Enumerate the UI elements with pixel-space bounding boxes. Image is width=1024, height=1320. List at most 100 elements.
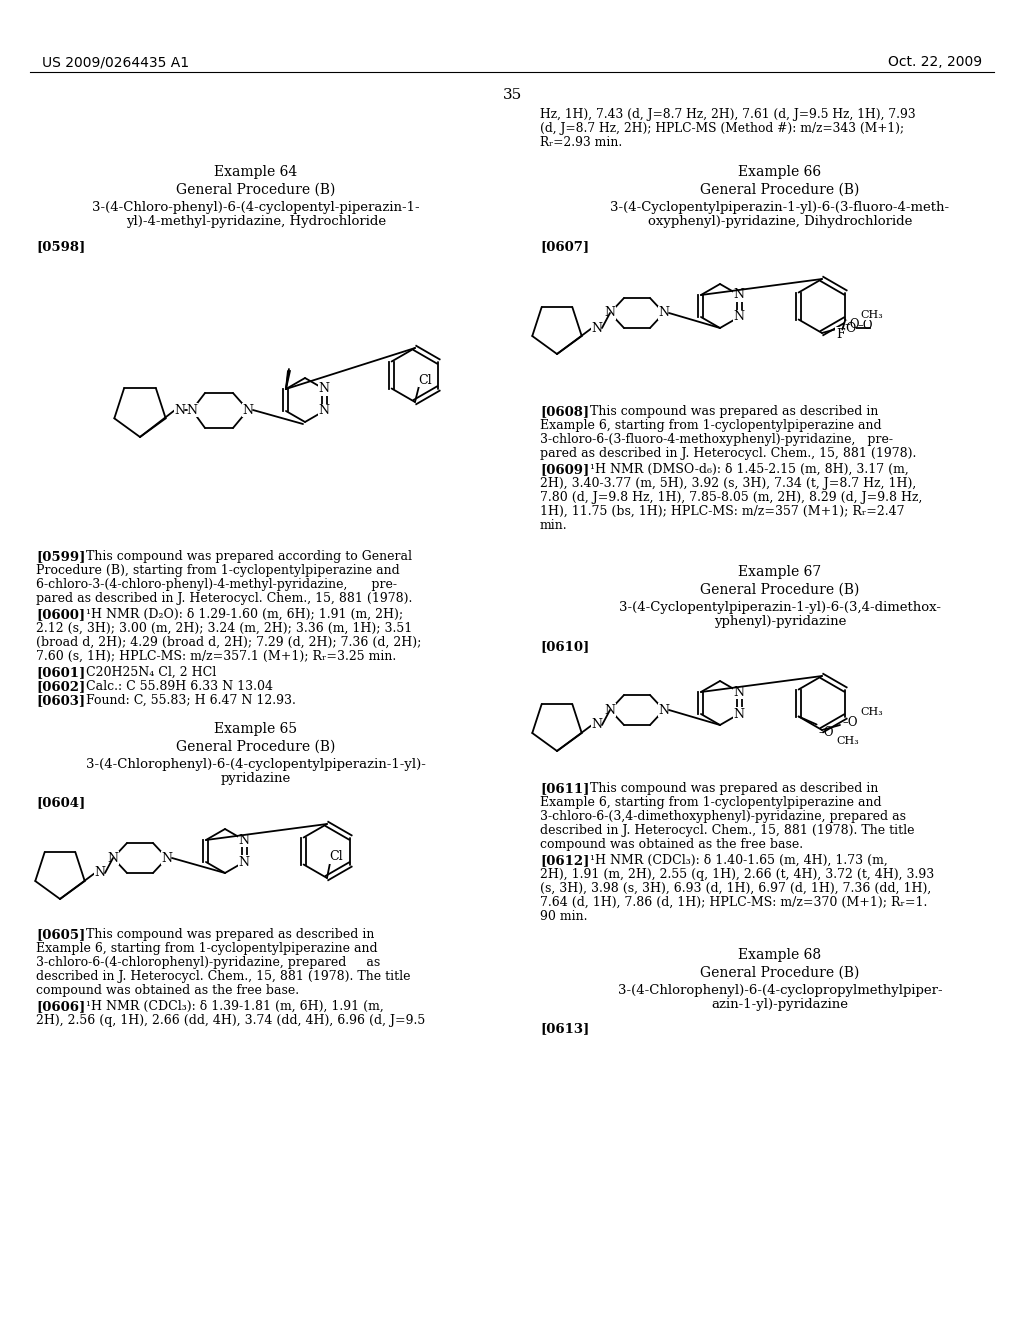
Text: (d, J=8.7 Hz, 2H); HPLC-MS (Method #): m/z=343 (M+1);: (d, J=8.7 Hz, 2H); HPLC-MS (Method #): m… [540, 121, 904, 135]
Text: [0608]: [0608] [540, 405, 589, 418]
Text: –O: –O [842, 715, 857, 729]
Text: [0602]: [0602] [36, 680, 85, 693]
Text: 2H), 2.56 (q, 1H), 2.66 (dd, 4H), 3.74 (dd, 4H), 6.96 (d, J=9.5: 2H), 2.56 (q, 1H), 2.66 (dd, 4H), 3.74 (… [36, 1014, 425, 1027]
Text: N: N [239, 855, 250, 869]
Text: [0603]: [0603] [36, 694, 85, 708]
Text: Example 66: Example 66 [738, 165, 821, 180]
Text: described in J. Heterocycl. Chem., 15, 881 (1978). The title: described in J. Heterocycl. Chem., 15, 8… [36, 970, 411, 983]
Text: C20H25N₄ Cl, 2 HCl: C20H25N₄ Cl, 2 HCl [86, 667, 216, 678]
Text: 2.12 (s, 3H); 3.00 (m, 2H); 3.24 (m, 2H); 3.36 (m, 1H); 3.51: 2.12 (s, 3H); 3.00 (m, 2H); 3.24 (m, 2H)… [36, 622, 413, 635]
Text: ¹H NMR (CDCl₃): δ 1.39-1.81 (m, 6H), 1.91 (m,: ¹H NMR (CDCl₃): δ 1.39-1.81 (m, 6H), 1.9… [86, 1001, 384, 1012]
Text: Cl: Cl [329, 850, 343, 863]
Text: ¹H NMR (CDCl₃): δ 1.40-1.65 (m, 4H), 1.73 (m,: ¹H NMR (CDCl₃): δ 1.40-1.65 (m, 4H), 1.7… [590, 854, 888, 867]
Text: [0611]: [0611] [540, 781, 590, 795]
Text: N: N [174, 404, 185, 417]
Text: CH₃: CH₃ [860, 708, 883, 717]
Text: 3-(4-Cyclopentylpiperazin-1-yl)-6-(3-fluoro-4-meth-: 3-(4-Cyclopentylpiperazin-1-yl)-6-(3-flu… [610, 201, 949, 214]
Text: Example 65: Example 65 [214, 722, 298, 737]
Text: 3-chloro-6-(3,4-dimethoxyphenyl)-pyridazine, prepared as: 3-chloro-6-(3,4-dimethoxyphenyl)-pyridaz… [540, 810, 906, 822]
Text: ¹H NMR (DMSO-d₆): δ 1.45-2.15 (m, 8H), 3.17 (m,: ¹H NMR (DMSO-d₆): δ 1.45-2.15 (m, 8H), 3… [590, 463, 908, 477]
Text: 7.64 (d, 1H), 7.86 (d, 1H); HPLC-MS: m/z=370 (M+1); Rᵣ=1.: 7.64 (d, 1H), 7.86 (d, 1H); HPLC-MS: m/z… [540, 896, 928, 909]
Text: CH₃: CH₃ [860, 310, 883, 319]
Text: [0604]: [0604] [36, 796, 85, 809]
Text: General Procedure (B): General Procedure (B) [176, 183, 336, 197]
Text: F: F [836, 327, 845, 341]
Text: N: N [733, 310, 744, 323]
Text: N: N [94, 866, 105, 879]
Text: N: N [108, 851, 119, 865]
Text: N: N [592, 322, 602, 334]
Text: 2H), 1.91 (m, 2H), 2.55 (q, 1H), 2.66 (t, 4H), 3.72 (t, 4H), 3.93: 2H), 1.91 (m, 2H), 2.55 (q, 1H), 2.66 (t… [540, 869, 934, 880]
Text: N: N [604, 306, 615, 319]
Text: N: N [186, 404, 198, 417]
Text: Procedure (B), starting from 1-cyclopentylpiperazine and: Procedure (B), starting from 1-cyclopent… [36, 564, 399, 577]
Text: Found: C, 55.83; H 6.47 N 12.93.: Found: C, 55.83; H 6.47 N 12.93. [86, 694, 296, 708]
Text: Example 64: Example 64 [214, 165, 298, 180]
Text: N: N [162, 851, 172, 865]
Text: 2H), 3.40-3.77 (m, 5H), 3.92 (s, 3H), 7.34 (t, J=8.7 Hz, 1H),: 2H), 3.40-3.77 (m, 5H), 3.92 (s, 3H), 7.… [540, 477, 916, 490]
Text: yl)-4-methyl-pyridazine, Hydrochloride: yl)-4-methyl-pyridazine, Hydrochloride [126, 215, 386, 228]
Text: Example 6, starting from 1-cyclopentylpiperazine and: Example 6, starting from 1-cyclopentylpi… [36, 942, 378, 954]
Text: [0613]: [0613] [540, 1022, 589, 1035]
Text: [0601]: [0601] [36, 667, 85, 678]
Text: 1H), 11.75 (bs, 1H); HPLC-MS: m/z=357 (M+1); Rᵣ=2.47: 1H), 11.75 (bs, 1H); HPLC-MS: m/z=357 (M… [540, 506, 904, 517]
Text: (s, 3H), 3.98 (s, 3H), 6.93 (d, 1H), 6.97 (d, 1H), 7.36 (dd, 1H),: (s, 3H), 3.98 (s, 3H), 6.93 (d, 1H), 6.9… [540, 882, 931, 895]
Text: N: N [658, 306, 670, 319]
Text: 3-(4-Cyclopentylpiperazin-1-yl)-6-(3,4-dimethox-: 3-(4-Cyclopentylpiperazin-1-yl)-6-(3,4-d… [618, 601, 941, 614]
Text: CH₃: CH₃ [837, 735, 859, 746]
Text: 7.60 (s, 1H); HPLC-MS: m/z=357.1 (M+1); Rᵣ=3.25 min.: 7.60 (s, 1H); HPLC-MS: m/z=357.1 (M+1); … [36, 649, 396, 663]
Text: [0605]: [0605] [36, 928, 85, 941]
Text: –O: –O [844, 318, 859, 331]
Text: –O: –O [857, 319, 872, 333]
Text: [0607]: [0607] [540, 240, 589, 253]
Text: described in J. Heterocycl. Chem., 15, 881 (1978). The title: described in J. Heterocycl. Chem., 15, 8… [540, 824, 914, 837]
Text: Example 6, starting from 1-cyclopentylpiperazine and: Example 6, starting from 1-cyclopentylpi… [540, 796, 882, 809]
Text: 7.80 (d, J=9.8 Hz, 1H), 7.85-8.05 (m, 2H), 8.29 (d, J=9.8 Hz,: 7.80 (d, J=9.8 Hz, 1H), 7.85-8.05 (m, 2H… [540, 491, 923, 504]
Text: This compound was prepared according to General: This compound was prepared according to … [86, 550, 412, 564]
Text: Hz, 1H), 7.43 (d, J=8.7 Hz, 2H), 7.61 (d, J=9.5 Hz, 1H), 7.93: Hz, 1H), 7.43 (d, J=8.7 Hz, 2H), 7.61 (d… [540, 108, 915, 121]
Text: N: N [604, 704, 615, 717]
Text: –O: –O [818, 726, 835, 739]
Text: N: N [733, 708, 744, 721]
Text: 90 min.: 90 min. [540, 909, 588, 923]
Text: pared as described in J. Heterocycl. Chem., 15, 881 (1978).: pared as described in J. Heterocycl. Che… [36, 591, 413, 605]
Text: N: N [733, 685, 744, 698]
Text: O: O [845, 322, 855, 334]
Text: This compound was prepared as described in: This compound was prepared as described … [590, 781, 879, 795]
Text: US 2009/0264435 A1: US 2009/0264435 A1 [42, 55, 189, 69]
Text: N: N [733, 289, 744, 301]
Text: 3-chloro-6-(3-fluoro-4-methoxyphenyl)-pyridazine,   pre-: 3-chloro-6-(3-fluoro-4-methoxyphenyl)-py… [540, 433, 893, 446]
Text: Rᵣ=2.93 min.: Rᵣ=2.93 min. [540, 136, 623, 149]
Text: N: N [658, 704, 670, 717]
Text: Cl: Cl [418, 374, 432, 387]
Text: 3-chloro-6-(4-chlorophenyl)-pyridazine, prepared     as: 3-chloro-6-(4-chlorophenyl)-pyridazine, … [36, 956, 380, 969]
Text: [0599]: [0599] [36, 550, 85, 564]
Text: azin-1-yl)-pyridazine: azin-1-yl)-pyridazine [712, 998, 849, 1011]
Text: N: N [239, 833, 250, 846]
Text: General Procedure (B): General Procedure (B) [176, 741, 336, 754]
Text: This compound was prepared as described in: This compound was prepared as described … [590, 405, 879, 418]
Text: N: N [318, 383, 330, 396]
Text: pared as described in J. Heterocycl. Chem., 15, 881 (1978).: pared as described in J. Heterocycl. Che… [540, 447, 916, 459]
Text: (broad d, 2H); 4.29 (broad d, 2H); 7.29 (d, 2H); 7.36 (d, 2H);: (broad d, 2H); 4.29 (broad d, 2H); 7.29 … [36, 636, 421, 649]
Text: yphenyl)-pyridazine: yphenyl)-pyridazine [714, 615, 846, 628]
Text: General Procedure (B): General Procedure (B) [700, 583, 860, 597]
Text: [0610]: [0610] [540, 640, 589, 653]
Text: Calc.: C 55.89H 6.33 N 13.04: Calc.: C 55.89H 6.33 N 13.04 [86, 680, 273, 693]
Text: [0598]: [0598] [36, 240, 85, 253]
Text: min.: min. [540, 519, 567, 532]
Text: Oct. 22, 2009: Oct. 22, 2009 [888, 55, 982, 69]
Text: ¹H NMR (D₂O): δ 1.29-1.60 (m, 6H); 1.91 (m, 2H);: ¹H NMR (D₂O): δ 1.29-1.60 (m, 6H); 1.91 … [86, 609, 403, 620]
Text: Example 6, starting from 1-cyclopentylpiperazine and: Example 6, starting from 1-cyclopentylpi… [540, 418, 882, 432]
Text: Example 67: Example 67 [738, 565, 821, 579]
Text: 3-(4-Chlorophenyl)-6-(4-cyclopentylpiperazin-1-yl)-: 3-(4-Chlorophenyl)-6-(4-cyclopentylpiper… [86, 758, 426, 771]
Text: 3-(4-Chloro-phenyl)-6-(4-cyclopentyl-piperazin-1-: 3-(4-Chloro-phenyl)-6-(4-cyclopentyl-pip… [92, 201, 420, 214]
Text: N: N [318, 404, 330, 417]
Text: N: N [592, 718, 602, 731]
Text: 3-(4-Chlorophenyl)-6-(4-cyclopropylmethylpiper-: 3-(4-Chlorophenyl)-6-(4-cyclopropylmethy… [617, 983, 942, 997]
Text: [0600]: [0600] [36, 609, 85, 620]
Text: [0612]: [0612] [540, 854, 590, 867]
Text: General Procedure (B): General Procedure (B) [700, 183, 860, 197]
Text: 6-chloro-3-(4-chloro-phenyl)-4-methyl-pyridazine,      pre-: 6-chloro-3-(4-chloro-phenyl)-4-methyl-py… [36, 578, 397, 591]
Text: This compound was prepared as described in: This compound was prepared as described … [86, 928, 375, 941]
